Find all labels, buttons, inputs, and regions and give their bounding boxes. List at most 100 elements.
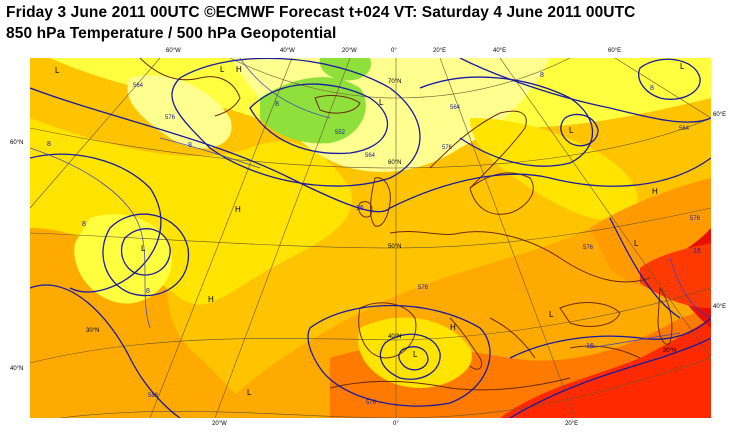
latitude-label: 50°N (388, 244, 402, 250)
isotherm-label: 8 (146, 288, 150, 295)
coast-italy (449, 317, 483, 370)
map-title: Friday 3 June 2011 00UTC ©ECMWF Forecast… (6, 4, 636, 21)
latitude-label: 40°E (713, 304, 727, 310)
contour-low-ne (560, 113, 599, 147)
pressure-centre-label: H (652, 187, 658, 196)
isotherm-label: 8 (540, 72, 544, 79)
isotherm-label: 16 (356, 205, 364, 212)
contour-label: 588 (148, 393, 159, 399)
contour-label: 576 (690, 216, 701, 222)
pressure-centre-label: L (569, 126, 574, 135)
coast-baltic (469, 172, 534, 215)
meridian-20w (214, 58, 351, 418)
isotherm-16-se (589, 332, 681, 349)
contour-576-west (30, 87, 391, 213)
contour-576-atlantic (30, 153, 162, 293)
contour-label: 576 (583, 245, 594, 251)
contour-576-east (389, 157, 711, 209)
pressure-centre-label: L (247, 388, 252, 397)
red-east (640, 243, 711, 308)
contour-564-north (171, 58, 421, 187)
isotherm-label: 8 (650, 85, 654, 92)
longitude-label: 20°E (565, 421, 579, 427)
longitude-label: 40°E (493, 48, 507, 54)
meridian-40w (149, 58, 293, 418)
latitude-label: 30°N (663, 348, 677, 354)
meridian-60w (30, 58, 161, 209)
latitude-label: 60°E (713, 112, 727, 118)
contour-label: 576 (418, 285, 429, 291)
isotherm-16-east (669, 257, 711, 319)
coast-ireland (358, 201, 373, 218)
weather-map: L H L L L L H H H L L L L L H 552 564 57… (30, 58, 711, 418)
pressure-centre-label: L (549, 310, 554, 319)
pressure-centre-label: L (379, 98, 384, 107)
contour-588-south (30, 284, 181, 418)
contour-588-east (509, 337, 711, 418)
coast-balkans (489, 317, 536, 359)
pressure-centre-label: L (55, 66, 60, 75)
coast-norway (429, 110, 527, 189)
isotherm-label: 8 (188, 142, 192, 149)
contour-552 (249, 83, 388, 155)
isotherm-label: 16 (693, 248, 701, 255)
coast-iceland (314, 95, 361, 114)
contour-label: 564 (679, 126, 690, 132)
isotherm-8-central (159, 137, 261, 169)
coast-caspian (657, 286, 673, 345)
contour-label: 576 (366, 400, 377, 406)
contour-low-iberia-2 (398, 346, 429, 371)
latitude-label: 30°N (86, 328, 100, 334)
latitude-label: 70°N (388, 79, 402, 85)
coast-iberia (358, 302, 417, 359)
map-subtitle: 850 hPa Temperature / 500 hPa Geopotenti… (6, 25, 337, 42)
contour-label: 564 (133, 83, 144, 89)
latitude-label: 60°N (10, 140, 24, 146)
meridian-40e (499, 58, 711, 359)
isotherm-label: 8 (275, 101, 279, 108)
longitude-label: 60°W (166, 48, 181, 54)
parallel-60n (30, 117, 711, 169)
pressure-centre-label: L (141, 244, 146, 253)
contour-label: 564 (450, 105, 461, 111)
isotherm-label: 8 (82, 221, 86, 228)
coast-greenland (139, 58, 241, 117)
parallel-30n (59, 357, 711, 418)
contour-label: 552 (335, 130, 346, 136)
coast-black-sea (559, 302, 621, 327)
contour-low-atlantic-1 (121, 228, 171, 276)
latitude-label: 40°N (10, 366, 24, 372)
red-africa (500, 318, 711, 418)
yellow-med (358, 317, 472, 388)
contour-label: 576 (165, 115, 176, 121)
contour-label: 576 (442, 145, 453, 151)
latitude-label: 60°N (388, 160, 402, 166)
longitude-label: 40°W (280, 48, 295, 54)
contour-576-med (307, 304, 491, 407)
pressure-centre-label: H (235, 205, 241, 214)
isotherm-8-west (30, 147, 151, 329)
coast-britain (370, 177, 391, 227)
meridian-20e (439, 58, 576, 418)
latitude-label: 40°N (388, 334, 402, 340)
coast-europe (389, 231, 651, 283)
cold-green-core (260, 77, 366, 144)
contour-576-russia (609, 217, 681, 319)
pressure-centre-label: H (236, 65, 242, 74)
pressure-centre-label: H (450, 323, 456, 332)
longitude-label: 20°W (212, 421, 227, 427)
pressure-centre-label: L (634, 239, 639, 248)
contour-564-scandinavia (419, 76, 594, 167)
pressure-centre-label: L (680, 62, 685, 71)
coast-turkey (569, 345, 641, 359)
weather-map-canvas (30, 58, 711, 418)
coast-north-africa (329, 377, 571, 391)
yellow-band-central (30, 118, 352, 305)
meridian-60e (614, 58, 711, 119)
longitude-label: 20°W (342, 48, 357, 54)
contour-564-east (459, 58, 711, 123)
contour-label: 564 (365, 153, 376, 159)
isotherm-8-north (239, 58, 331, 119)
contour-low-iberia-1 (379, 333, 441, 380)
contour-576-south-east (509, 317, 711, 359)
